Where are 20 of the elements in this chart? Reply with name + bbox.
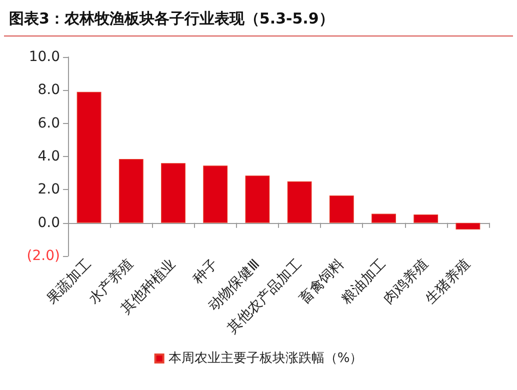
chart-title: 图表3：农林牧渔板块各子行业表现（5.3-5.9） [9,10,334,28]
y-tick-label: 8.0 [38,82,60,98]
y-tick-label: 2.0 [38,182,60,198]
bar [414,214,438,223]
bar [329,195,354,223]
y-tick-label: 6.0 [38,115,60,132]
bar [456,222,480,230]
bar [161,163,186,223]
bar [76,92,102,223]
bar [372,214,396,223]
y-tick-label: 4.0 [38,148,60,164]
y-tick-label: 10.0 [28,49,60,65]
bar [245,176,270,223]
bar [287,181,312,223]
y-tick-label: 0.0 [38,214,60,231]
bar [203,166,228,223]
y-tick-label: (2.0) [26,248,60,264]
bar [118,158,144,223]
x-tick-label: 种子 [190,256,222,288]
legend-label: 本周农业主要子板块涨跌幅（%） [168,350,363,366]
